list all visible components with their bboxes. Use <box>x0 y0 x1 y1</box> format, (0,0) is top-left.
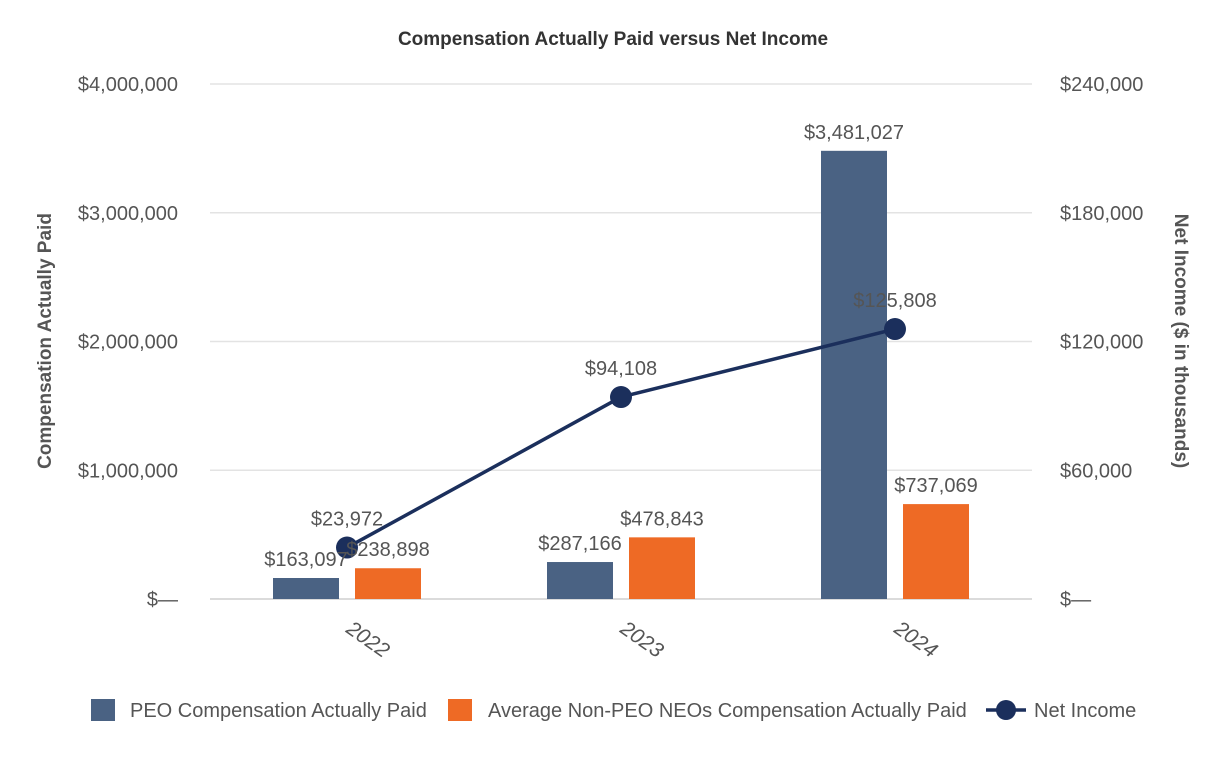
net-income-point <box>610 386 632 409</box>
net-income-label: $23,972 <box>311 509 383 531</box>
right-tick-label: $240,000 <box>1060 74 1143 96</box>
legend-peo-swatch <box>91 699 115 721</box>
non-peo-bar <box>903 504 969 599</box>
non-peo-bar-label: $737,069 <box>894 475 977 497</box>
peo-bar <box>273 578 339 599</box>
right-tick-label: $180,000 <box>1060 203 1143 225</box>
net-income-label: $94,108 <box>585 358 657 380</box>
legend-net-income-marker <box>996 700 1016 720</box>
left-tick-label: $4,000,000 <box>78 74 178 96</box>
peo-bar <box>821 150 887 599</box>
net-income-point <box>336 536 358 559</box>
left-tick-label: $3,000,000 <box>78 203 178 225</box>
category-labels: 2022 2023 2024 <box>341 616 941 662</box>
peo-bar-label: $163,097 <box>264 549 347 571</box>
bars <box>273 150 969 599</box>
gridlines <box>210 83 1032 600</box>
legend: PEO Compensation Actually Paid Average No… <box>91 699 1136 722</box>
non-peo-bar <box>355 568 421 599</box>
non-peo-bar-label: $478,843 <box>620 508 703 530</box>
peo-bar-label: $3,481,027 <box>804 122 904 144</box>
peo-bar-label: $287,166 <box>538 533 621 555</box>
legend-non-peo-swatch <box>448 699 472 721</box>
left-tick-label: $2,000,000 <box>78 332 178 354</box>
left-tick-label: $1,000,000 <box>78 460 178 482</box>
left-axis-label: Compensation Actually Paid <box>35 213 56 469</box>
non-peo-bar <box>629 537 695 599</box>
net-income-point <box>884 318 906 341</box>
right-tick-label: $60,000 <box>1060 460 1132 482</box>
right-axis-ticks: $— $60,000 $120,000 $180,000 $240,000 <box>1060 74 1143 611</box>
category-label: 2024 <box>889 616 941 662</box>
data-labels: $163,097 $287,166 $3,481,027 $238,898 $478,8… <box>264 122 977 571</box>
chart-title: Compensation Actually Paid versus Net In… <box>398 29 828 50</box>
left-tick-label: $— <box>147 589 178 611</box>
right-tick-label: $— <box>1060 589 1091 611</box>
right-tick-label: $120,000 <box>1060 332 1143 354</box>
net-income-label: $125,808 <box>853 290 936 312</box>
non-peo-bar-label: $238,898 <box>346 539 429 561</box>
category-label: 2023 <box>615 616 668 662</box>
legend-net-income-label: Net Income <box>1034 700 1136 722</box>
peo-bar <box>547 562 613 599</box>
right-axis-label: Net Income ($ in thousands) <box>1170 214 1191 468</box>
category-label: 2022 <box>341 616 394 662</box>
legend-peo-label: PEO Compensation Actually Paid <box>130 700 427 722</box>
net-income-line <box>336 318 906 559</box>
legend-non-peo-label: Average Non-PEO NEOs Compensation Actual… <box>488 700 967 722</box>
left-axis-ticks: $— $1,000,000 $2,000,000 $3,000,000 $4,000,0… <box>78 74 178 611</box>
